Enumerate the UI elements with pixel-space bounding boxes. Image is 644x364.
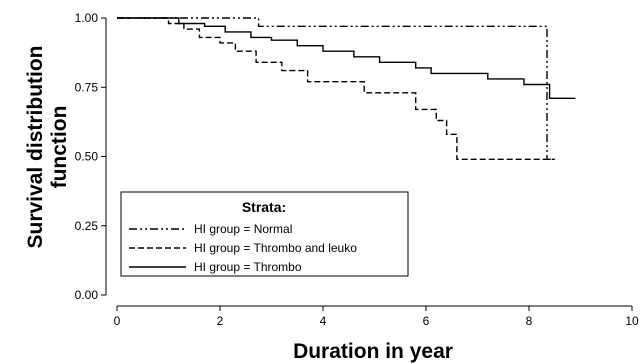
y-axis-title-line-1: Survival distribution (24, 45, 47, 248)
x-tick-label: 8 (526, 314, 533, 328)
x-tick-label: 0 (114, 314, 121, 328)
legend-title: Strata: (242, 199, 286, 215)
x-tick-label: 2 (217, 314, 224, 328)
legend-label-2: HI group = Thrombo and leuko (194, 241, 357, 255)
series-line-2 (117, 17, 555, 161)
y-tick-label: 0.25 (75, 219, 99, 233)
legend-items: HI group = Normal HI group = Thrombo and … (129, 222, 357, 274)
legend-label-3: HI group = Thrombo (194, 260, 302, 274)
series-line-1 (117, 17, 553, 161)
x-axis-title: Duration in year (293, 340, 453, 363)
y-tick-label: 0.00 (75, 288, 99, 302)
x-tick-label: 6 (423, 314, 430, 328)
legend: Strata: HI group = Normal HI group = Thro… (120, 191, 409, 277)
y-tick-label: 0.75 (75, 80, 99, 94)
y-tick-label: 0.50 (75, 150, 99, 164)
x-tick-label: 10 (625, 314, 639, 328)
axes: 0.00 0.25 0.50 0.75 1.00 0 2 4 6 8 10 (75, 11, 639, 328)
legend-box (120, 191, 409, 277)
series-line-3 (117, 17, 576, 100)
legend-label-1: HI group = Normal (194, 222, 292, 236)
y-axis-title-line-2: function (48, 106, 71, 189)
x-tick-label: 4 (320, 314, 327, 328)
y-tick-label: 1.00 (75, 11, 99, 25)
series-layer (117, 17, 576, 161)
